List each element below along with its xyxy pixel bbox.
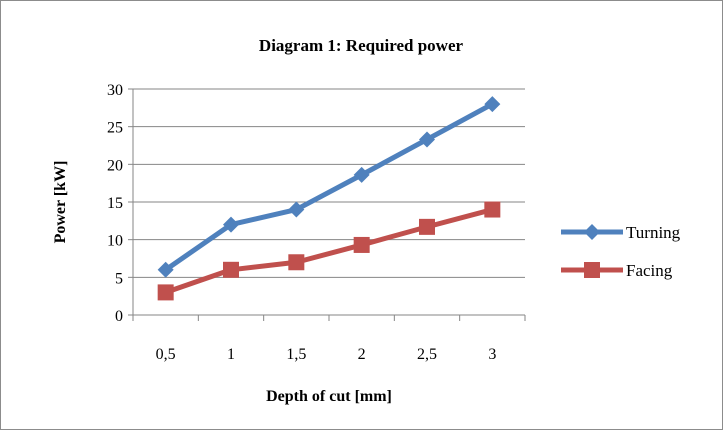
y-tick-label: 0 [115, 308, 123, 325]
x-tick-label: 0,5 [156, 346, 176, 363]
x-tick-label: 3 [488, 346, 496, 363]
data-point-facing [288, 254, 305, 271]
data-point-facing [419, 218, 435, 235]
data-point-turning [223, 216, 239, 233]
gridlines [133, 88, 525, 278]
y-tick-label: 20 [107, 157, 123, 174]
x-tick-label: 2,5 [417, 346, 437, 363]
y-tick-label: 15 [107, 195, 123, 212]
y-tick-label: 10 [107, 233, 123, 250]
legend: Turning Facing [561, 223, 681, 280]
data-point-turning [353, 166, 370, 183]
data-point-turning [288, 201, 305, 218]
legend-item-facing: Facing [561, 261, 673, 280]
series-turning [157, 96, 501, 278]
x-tick-label: 2 [358, 346, 366, 363]
data-point-facing [157, 284, 174, 301]
data-point-facing [223, 261, 239, 278]
y-axis-label: Power [kW] [52, 161, 69, 244]
x-axis-label: Depth of cut [mm] [266, 388, 392, 405]
legend-item-turning: Turning [561, 223, 681, 242]
x-tick-label: 1 [227, 346, 235, 363]
legend-marker-facing [584, 262, 600, 278]
data-point-facing [484, 201, 501, 218]
data-point-turning [157, 261, 174, 278]
x-tick-label: 1,5 [286, 346, 306, 363]
series-facing [157, 201, 501, 301]
chart-title: Diagram 1: Required power [259, 36, 464, 55]
series [157, 96, 501, 301]
legend-label-facing: Facing [626, 261, 673, 280]
series-line-facing [164, 207, 493, 295]
y-tick-label: 30 [107, 82, 123, 99]
legend-marker-turning [584, 224, 600, 240]
series-line-turning [164, 101, 494, 272]
data-point-turning [484, 96, 501, 113]
y-tick-label: 5 [115, 270, 123, 287]
axes: 0 5 10 15 20 25 30 0,5 1 1,5 2 2,5 3 [107, 82, 526, 363]
data-point-facing [353, 236, 370, 253]
legend-label-turning: Turning [626, 223, 681, 242]
data-point-turning [419, 131, 435, 148]
y-tick-label: 25 [107, 120, 123, 137]
